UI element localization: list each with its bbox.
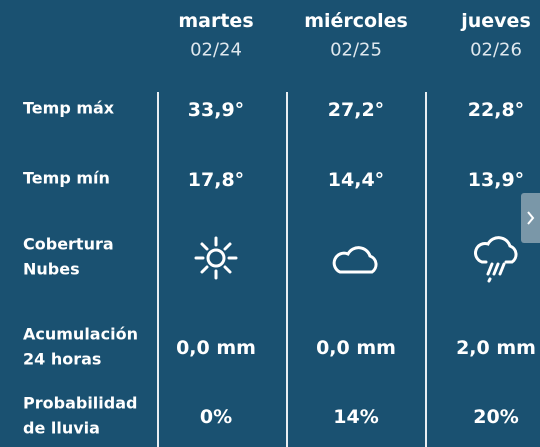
sun-icon (194, 236, 238, 280)
value: 13,9° (467, 169, 525, 191)
value: 20% (473, 406, 519, 428)
value: 0,0 mm (176, 337, 256, 359)
day-name: jueves (461, 10, 531, 32)
row-label: Probabilidad (23, 393, 138, 412)
row-label: Temp máx (23, 98, 115, 118)
value: 14,4° (327, 169, 385, 191)
row-label: de lluvia (23, 418, 100, 437)
day-name: martes (178, 10, 254, 32)
day-name: miércoles (304, 10, 408, 32)
row-label: Cobertura (23, 234, 114, 253)
value: 17,8° (187, 169, 245, 191)
day-date: 02/24 (190, 39, 242, 61)
divider (157, 92, 159, 447)
cloud-icon (332, 246, 378, 274)
rain-icon (474, 236, 518, 283)
value: 0% (199, 406, 233, 428)
next-button[interactable] (521, 193, 540, 243)
day-date: 02/26 (470, 39, 522, 61)
value: 27,2° (327, 99, 385, 121)
value: 22,8° (467, 99, 525, 121)
value: 2,0 mm (456, 337, 536, 359)
divider (425, 92, 427, 447)
day-date: 02/25 (330, 39, 382, 61)
row-label: 24 horas (23, 349, 102, 368)
row-label: Nubes (23, 259, 80, 278)
row-label: Temp mín (23, 168, 110, 188)
value: 33,9° (187, 99, 245, 121)
value: 14% (333, 406, 379, 428)
divider (286, 92, 288, 447)
row-label: Acumulación (23, 324, 138, 343)
value: 0,0 mm (316, 337, 396, 359)
arrow-icon (527, 211, 535, 225)
